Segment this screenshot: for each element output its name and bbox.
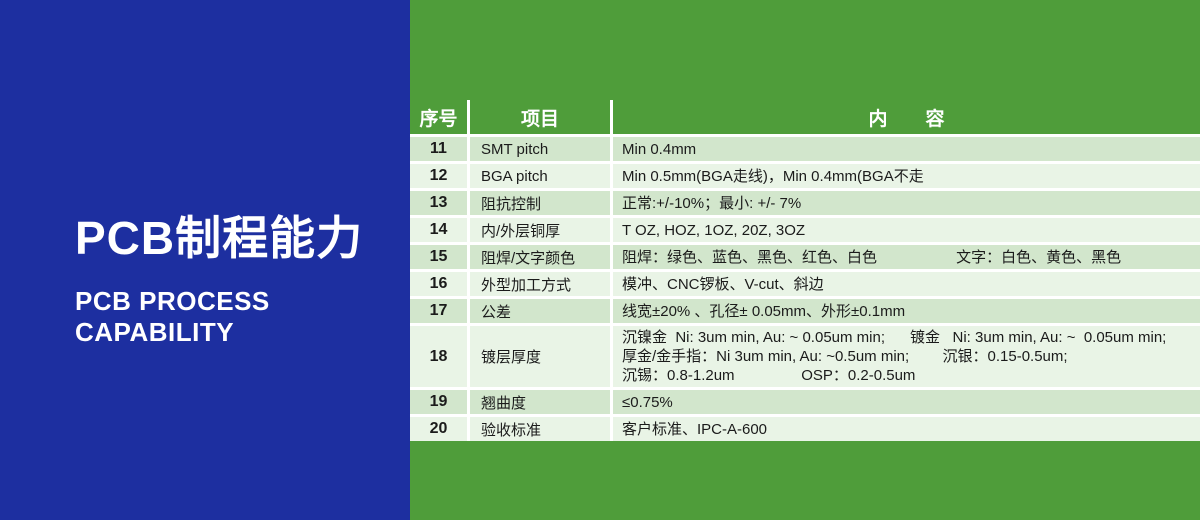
table-row: 11 SMT pitch Min 0.4mm bbox=[410, 137, 1200, 161]
row-item: 公差 bbox=[470, 299, 610, 323]
content-line: Min 0.4mm bbox=[622, 140, 697, 158]
row-content: 模冲、CNC锣板、V-cut、斜边 bbox=[613, 272, 1200, 296]
content-line: Min 0.5mm(BGA走线)，Min 0.4mm(BGA不走 bbox=[622, 167, 924, 185]
content-line: 线宽±20% 、孔径± 0.05mm、外形±0.1mm bbox=[622, 302, 906, 320]
row-content: Min 0.4mm bbox=[613, 137, 1200, 161]
row-no: 11 bbox=[410, 137, 467, 161]
row-no: 14 bbox=[410, 218, 467, 242]
content-line: 沉锡：0.8-1.2um OSP：0.2-0.5um bbox=[622, 367, 916, 384]
table-header-row: 序号 项目 内 容 bbox=[410, 100, 1200, 134]
table-row: 13 阻抗控制 正常:+/-10%；最小: +/- 7% bbox=[410, 191, 1200, 215]
header-cell-item: 项目 bbox=[470, 100, 610, 134]
content-line: 客户标准、IPC-A-600 bbox=[622, 420, 768, 438]
title-block: PCB制程能力 PCB PROCESS CAPABILITY bbox=[75, 213, 363, 348]
content-line: 沉镍金 Ni: 3um min, Au: ~ 0.05um min; 镀金 Ni… bbox=[622, 329, 1167, 346]
row-content: 客户标准、IPC-A-600 bbox=[613, 417, 1200, 441]
content-line: T OZ, HOZ, 1OZ, 20Z, 3OZ bbox=[622, 221, 806, 239]
row-no: 19 bbox=[410, 390, 467, 414]
row-content: 线宽±20% 、孔径± 0.05mm、外形±0.1mm bbox=[613, 299, 1200, 323]
page-subtitle-line2: CAPABILITY bbox=[75, 316, 235, 347]
content-line: 厚金/金手指：Ni 3um min, Au: ~0.5um min; 沉银：0.… bbox=[622, 348, 1068, 365]
table-row: 18 镀层厚度 沉镍金 Ni: 3um min, Au: ~ 0.05um mi… bbox=[410, 326, 1200, 387]
row-item: 外型加工方式 bbox=[470, 272, 610, 296]
capability-table: 序号 项目 内 容 11 SMT pitch Min 0.4mm 12 BGA … bbox=[410, 100, 1200, 441]
table-row: 16 外型加工方式 模冲、CNC锣板、V-cut、斜边 bbox=[410, 272, 1200, 296]
row-item: 阻抗控制 bbox=[470, 191, 610, 215]
content-line: 模冲、CNC锣板、V-cut、斜边 bbox=[622, 275, 824, 293]
table-row: 20 验收标准 客户标准、IPC-A-600 bbox=[410, 417, 1200, 441]
content-line: 阻焊：绿色、蓝色、黑色、红色、白色 文字：白色、黄色、黑色 bbox=[622, 248, 1122, 266]
page-subtitle: PCB PROCESS CAPABILITY bbox=[75, 286, 363, 348]
row-item: 镀层厚度 bbox=[470, 326, 610, 387]
row-no: 13 bbox=[410, 191, 467, 215]
table-row: 12 BGA pitch Min 0.5mm(BGA走线)，Min 0.4mm(… bbox=[410, 164, 1200, 188]
row-no: 20 bbox=[410, 417, 467, 441]
row-content: Min 0.5mm(BGA走线)，Min 0.4mm(BGA不走 bbox=[613, 164, 1200, 188]
row-item: BGA pitch bbox=[470, 164, 610, 188]
left-title-panel: PCB制程能力 PCB PROCESS CAPABILITY bbox=[0, 0, 410, 520]
header-cell-content: 内 容 bbox=[613, 100, 1200, 134]
row-item: 翘曲度 bbox=[470, 390, 610, 414]
row-item: 阻焊/文字颜色 bbox=[470, 245, 610, 269]
table-row: 19 翘曲度 ≤0.75% bbox=[410, 390, 1200, 414]
table-row: 17 公差 线宽±20% 、孔径± 0.05mm、外形±0.1mm bbox=[410, 299, 1200, 323]
row-content: 正常:+/-10%；最小: +/- 7% bbox=[613, 191, 1200, 215]
content-line: ≤0.75% bbox=[622, 393, 673, 411]
row-content: 沉镍金 Ni: 3um min, Au: ~ 0.05um min; 镀金 Ni… bbox=[613, 326, 1200, 387]
page-subtitle-line1: PCB PROCESS bbox=[75, 285, 270, 316]
row-no: 15 bbox=[410, 245, 467, 269]
row-no: 17 bbox=[410, 299, 467, 323]
right-content-panel: 序号 项目 内 容 11 SMT pitch Min 0.4mm 12 BGA … bbox=[410, 0, 1200, 520]
row-item: 内/外层铜厚 bbox=[470, 218, 610, 242]
content-line: 正常:+/-10%；最小: +/- 7% bbox=[622, 194, 802, 212]
row-item: SMT pitch bbox=[470, 137, 610, 161]
page-title: PCB制程能力 bbox=[75, 212, 364, 264]
row-no: 12 bbox=[410, 164, 467, 188]
header-cell-no: 序号 bbox=[410, 100, 467, 134]
row-item: 验收标准 bbox=[470, 417, 610, 441]
row-no: 18 bbox=[410, 326, 467, 387]
row-content: ≤0.75% bbox=[613, 390, 1200, 414]
row-no: 16 bbox=[410, 272, 467, 296]
row-content: T OZ, HOZ, 1OZ, 20Z, 3OZ bbox=[613, 218, 1200, 242]
table-row: 15 阻焊/文字颜色 阻焊：绿色、蓝色、黑色、红色、白色 文字：白色、黄色、黑色 bbox=[410, 245, 1200, 269]
row-content: 阻焊：绿色、蓝色、黑色、红色、白色 文字：白色、黄色、黑色 bbox=[613, 245, 1200, 269]
table-row: 14 内/外层铜厚 T OZ, HOZ, 1OZ, 20Z, 3OZ bbox=[410, 218, 1200, 242]
